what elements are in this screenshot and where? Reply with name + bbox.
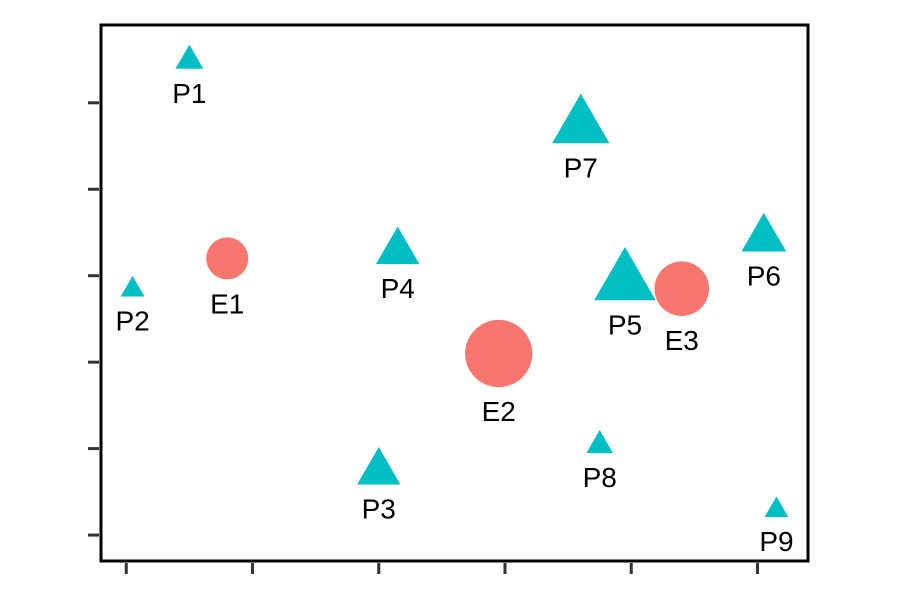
point-e1-marker xyxy=(206,237,249,280)
point-e2-label: E2 xyxy=(482,396,516,427)
point-e3-label: E3 xyxy=(665,325,699,356)
point-p3-label: P3 xyxy=(362,493,396,524)
point-p4-marker xyxy=(375,226,420,265)
point-p1-marker xyxy=(175,44,204,69)
point-p7-marker xyxy=(552,93,610,144)
point-p9-marker xyxy=(764,496,789,517)
point-e2-marker xyxy=(465,319,533,388)
point-p4-label: P4 xyxy=(381,273,415,304)
point-p3-marker xyxy=(357,446,401,485)
point-p2-label: P2 xyxy=(115,306,149,337)
point-p6-marker xyxy=(741,212,787,252)
point-e3-marker xyxy=(654,261,710,316)
point-p5-marker xyxy=(594,246,656,301)
plot-frame xyxy=(99,23,810,563)
point-p8-label: P8 xyxy=(583,462,617,493)
point-p1-label: P1 xyxy=(172,78,206,109)
point-p8-marker xyxy=(586,430,613,454)
point-p2-marker xyxy=(120,275,145,297)
point-e1-label: E1 xyxy=(210,288,244,319)
point-p9-label: P9 xyxy=(759,526,793,557)
point-p7-label: P7 xyxy=(564,152,598,183)
point-p5-label: P5 xyxy=(608,309,642,340)
point-p6-label: P6 xyxy=(747,261,781,292)
